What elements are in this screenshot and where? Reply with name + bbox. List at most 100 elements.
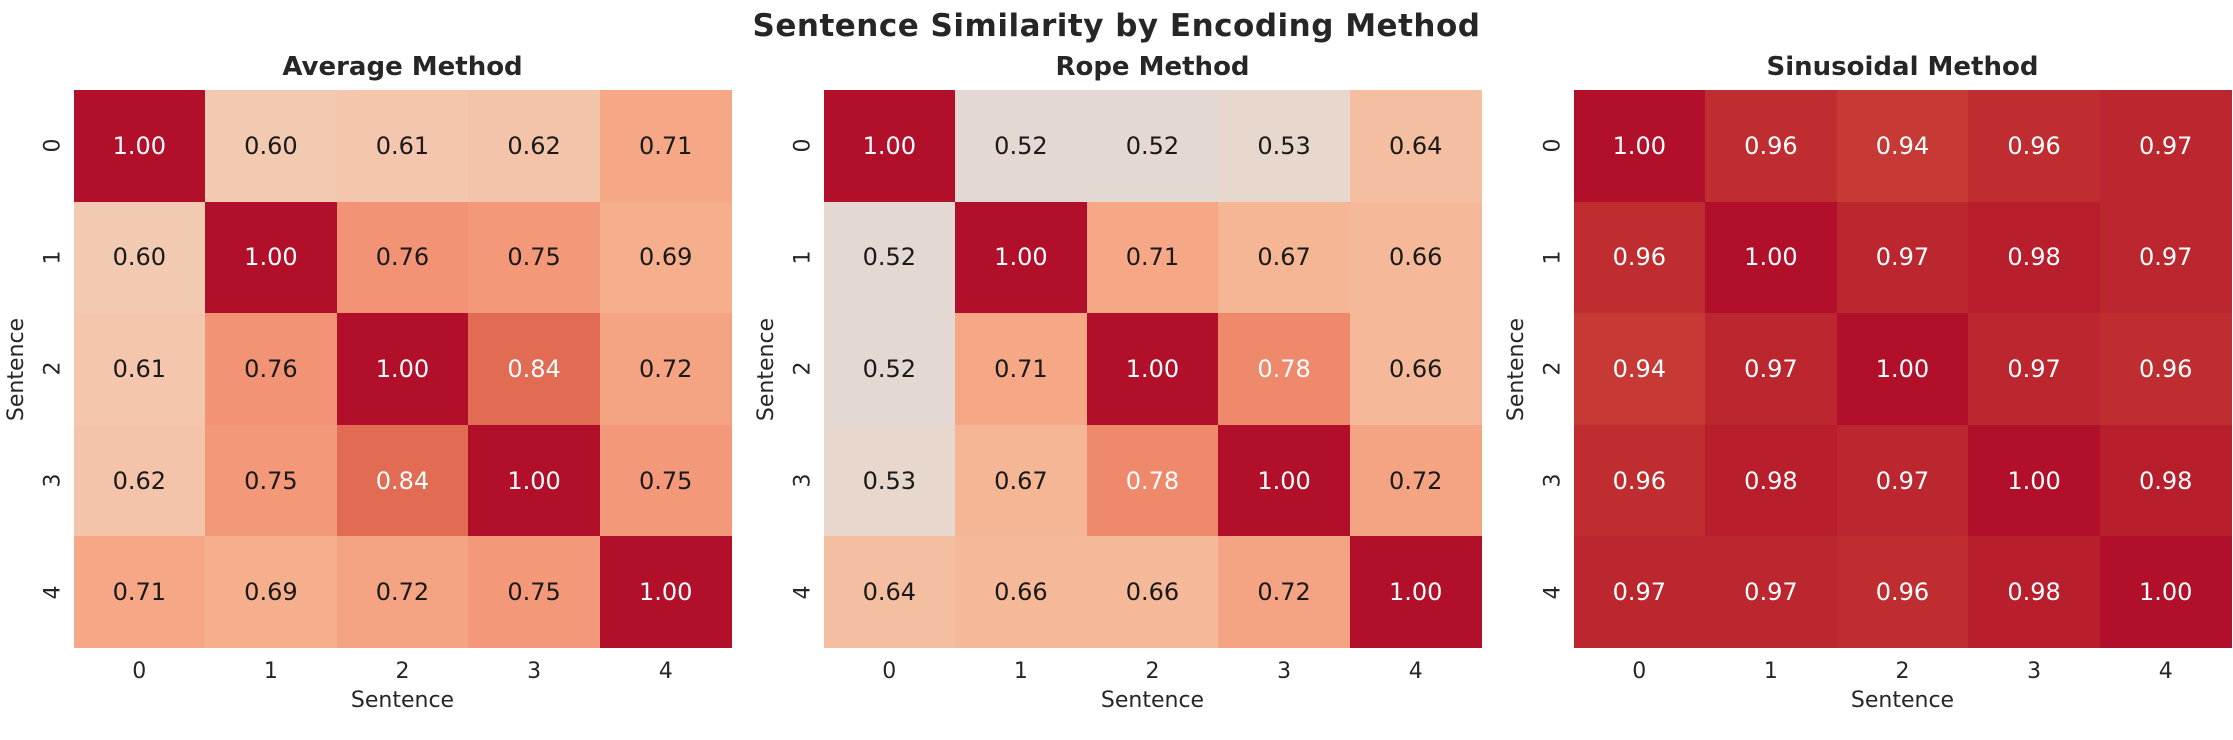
heatmap-cell: 0.52	[1086, 90, 1219, 202]
cell-value: 1.00	[994, 243, 1048, 272]
y-axis-label: Sentence	[2, 90, 32, 648]
cell-value: 1.00	[244, 243, 298, 272]
heatmap-grid: 1.00 0.96 0.94 0.96 0.97 0.96 1.00 0.97 0.98 0.97…	[1573, 90, 2232, 648]
heatmap-cell: 0.76	[336, 201, 469, 314]
cell-value: 0.75	[244, 466, 298, 495]
y-tick-label: 0	[1532, 90, 1574, 202]
heatmap-cell: 1.00	[2099, 536, 2232, 648]
cell-value: 0.71	[994, 354, 1048, 383]
cell-value: 0.97	[1744, 578, 1798, 607]
heatmap-cell: 0.71	[955, 313, 1087, 425]
heatmap-cell: 0.61	[336, 90, 469, 202]
cell-value: 1.00	[2138, 578, 2193, 607]
y-tick-label: 2	[1532, 313, 1574, 425]
cell-value: 1.00	[375, 354, 430, 383]
y-axis-label: Sentence	[1502, 90, 1532, 648]
heatmap-cell: 0.52	[823, 313, 956, 425]
cell-value: 0.98	[2007, 578, 2061, 607]
heatmap-cell: 0.66	[1349, 201, 1482, 314]
x-axis-ticks: 0 1 2 3 4	[1574, 648, 2232, 684]
cell-value: 0.76	[244, 354, 298, 383]
x-tick-label: 4	[658, 659, 673, 684]
heatmap-cell: 0.97	[1705, 536, 1837, 648]
cell-value: 0.66	[1125, 578, 1180, 607]
x-axis-label: Sentence	[1100, 688, 1205, 713]
heatmap-cell: 0.96	[1705, 90, 1837, 202]
y-tick-text: 4	[790, 585, 815, 600]
heatmap-cell: 0.69	[205, 536, 337, 648]
y-tick-label: 4	[782, 536, 824, 648]
heatmap-cell: 1.00	[955, 201, 1087, 314]
cell-value: 0.69	[244, 578, 298, 607]
cell-value: 1.00	[112, 131, 167, 160]
cell-value: 0.66	[1388, 243, 1443, 272]
y-axis-label-text: Sentence	[4, 317, 29, 421]
cell-value: 0.60	[112, 243, 167, 272]
cell-value: 0.84	[507, 354, 561, 383]
cell-value: 0.78	[1257, 354, 1311, 383]
subplot-title: Average Method	[282, 52, 523, 82]
cell-value: 0.61	[375, 131, 430, 160]
cell-value: 0.67	[1257, 243, 1311, 272]
cell-value: 0.98	[2138, 466, 2193, 495]
heatmap-cell: 0.72	[1349, 424, 1482, 537]
heatmap-cell: 1.00	[599, 536, 732, 648]
y-tick-text: 3	[1540, 473, 1565, 488]
heatmap-cell: 0.98	[1968, 201, 2100, 314]
cell-value: 1.00	[1257, 466, 1311, 495]
y-tick-text: 0	[40, 138, 65, 153]
y-tick-label: 4	[1532, 536, 1574, 648]
cell-value: 0.69	[638, 243, 693, 272]
heatmap-cell: 0.66	[955, 536, 1087, 648]
heatmap-cell: 0.75	[468, 536, 600, 648]
cell-value: 0.96	[2007, 131, 2061, 160]
heatmap-cell: 1.00	[823, 90, 956, 202]
heatmap-cell: 1.00	[1836, 313, 1969, 425]
heatmap-cell: 1.00	[1705, 201, 1837, 314]
heatmap-panel-average-method: Average Method Sentence 0 1 2 3 4 1.00 0.60 0.61 0…	[2, 44, 732, 718]
x-tick-label: 3	[2027, 659, 2042, 684]
cell-value: 0.71	[112, 578, 167, 607]
y-tick-text: 1	[790, 250, 815, 265]
heatmap-cell: 0.76	[205, 313, 337, 425]
y-tick-label: 2	[32, 313, 74, 425]
panels-row: Average Method Sentence 0 1 2 3 4 1.00 0.60 0.61 0…	[0, 44, 2233, 718]
y-tick-label: 1	[782, 202, 824, 314]
heatmap-cell: 0.62	[468, 90, 600, 202]
cell-value: 0.72	[375, 578, 430, 607]
heatmap-cell: 0.97	[1573, 536, 1706, 648]
y-axis-ticks: 0 1 2 3 4	[1532, 90, 1574, 648]
cell-value: 0.72	[1388, 466, 1443, 495]
heatmap-cell: 0.71	[1086, 201, 1219, 314]
cell-value: 1.00	[1388, 578, 1443, 607]
x-axis-label: Sentence	[350, 688, 455, 713]
subplot-title: Sinusoidal Method	[1766, 52, 2039, 82]
y-axis-label-text: Sentence	[754, 317, 779, 421]
heatmap-cell: 0.98	[1968, 536, 2100, 648]
heatmap-cell: 0.69	[599, 201, 732, 314]
y-tick-label: 3	[1532, 425, 1574, 537]
cell-value: 0.75	[507, 578, 561, 607]
y-tick-text: 0	[1540, 138, 1565, 153]
x-tick-label: 2	[1145, 659, 1160, 684]
x-tick-label: 4	[2158, 659, 2173, 684]
heatmap-cell: 0.96	[2099, 313, 2232, 425]
x-tick-label: 0	[882, 659, 897, 684]
y-axis-ticks: 0 1 2 3 4	[32, 90, 74, 648]
heatmap-cell: 0.78	[1218, 313, 1350, 425]
heatmap-cell: 1.00	[1573, 90, 1706, 202]
heatmap-cell: 0.75	[599, 424, 732, 537]
cell-value: 0.64	[1388, 131, 1443, 160]
x-tick-label: 3	[1277, 659, 1292, 684]
heatmap-cell: 0.98	[1705, 424, 1837, 537]
cell-value: 1.00	[2007, 466, 2061, 495]
cell-value: 1.00	[1612, 131, 1667, 160]
y-tick-label: 3	[32, 425, 74, 537]
cell-value: 0.96	[1612, 466, 1667, 495]
heatmap-cell: 1.00	[1218, 424, 1350, 537]
y-tick-text: 4	[1540, 585, 1565, 600]
heatmap-cell: 0.97	[1705, 313, 1837, 425]
y-tick-label: 0	[32, 90, 74, 202]
heatmap-cell: 0.71	[599, 90, 732, 202]
cell-value: 0.94	[1612, 354, 1667, 383]
